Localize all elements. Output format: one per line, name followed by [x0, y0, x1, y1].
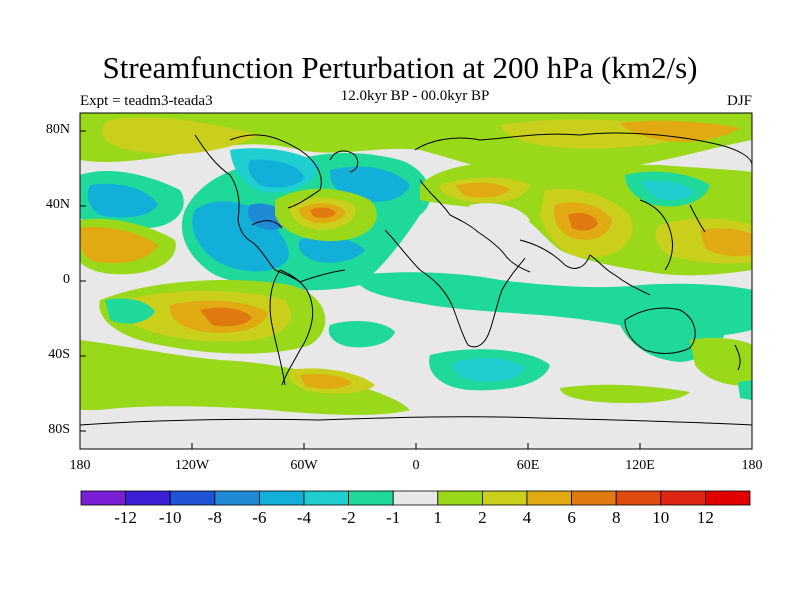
contour-region [455, 182, 510, 198]
colorbar [80, 490, 751, 506]
plot-subtitle: 12.0kyr BP - 00.0kyr BP [340, 88, 490, 104]
experiment-label: Expt = teadm3-teada3 [80, 93, 213, 109]
lat-tick-label: 40S [48, 347, 70, 362]
coast-mediterranean [419, 179, 531, 273]
contour-region [87, 183, 158, 218]
lon-tick-label: 120W [174, 458, 210, 473]
plot-title: Streamfunction Perturbation at 200 hPa (… [102, 50, 698, 85]
contour-region [300, 373, 352, 389]
colorbar-swatch [392, 490, 439, 506]
lon-tick-label: 60E [516, 458, 540, 473]
contour-region [568, 212, 598, 231]
lon-tick-label: 120E [625, 458, 655, 473]
colorbar-label: -10 [158, 508, 182, 527]
coast-antarctica [80, 416, 752, 426]
colorbar-swatch [437, 490, 483, 506]
axis-ticks [80, 130, 641, 449]
coast-south-asia [519, 239, 651, 296]
coast-south-america-west [269, 269, 286, 386]
colorbar-label: 6 [567, 508, 576, 527]
lon-tick-label: 180 [69, 458, 91, 473]
contour-field [80, 113, 752, 449]
contour-region [700, 228, 752, 257]
lon-tick-label: 60W [290, 458, 318, 473]
contour-region [453, 358, 525, 382]
coast-eurasia-north [414, 132, 752, 166]
lat-tick-label: 80S [48, 422, 70, 437]
colorbar-label: -6 [252, 508, 267, 527]
contour-region [80, 340, 410, 415]
contour-region [690, 337, 752, 386]
colorbar-swatch [348, 490, 394, 506]
contour-region [640, 180, 695, 200]
colorbar-swatch [526, 490, 572, 506]
coast-greenland [329, 150, 359, 173]
contour-region [101, 117, 260, 155]
lat-tick-label: 40N [45, 197, 70, 212]
colorbar-label: 4 [522, 508, 532, 527]
coast-new-zealand [734, 344, 741, 371]
coast-south-america [279, 269, 314, 386]
coastlines [80, 132, 752, 426]
lon-tick-label: 0 [412, 458, 420, 473]
colorbar-label: -8 [207, 508, 222, 527]
colorbar-swatch [660, 490, 706, 506]
contour-region [200, 307, 252, 327]
colorbar-swatch [481, 490, 528, 506]
contour-region [80, 226, 158, 264]
colorbar-swatch [258, 490, 305, 506]
contour-region [105, 298, 155, 324]
contour-region [620, 120, 740, 142]
contour-region [560, 384, 690, 404]
colorbar-swatch [571, 490, 617, 506]
lat-tick-label: 80N [45, 122, 70, 137]
contour-region [310, 207, 336, 218]
colorbar-swatch [214, 490, 260, 506]
coast-east-asia [639, 199, 706, 271]
colorbar-label: 1 [433, 508, 443, 527]
coast-north-america-east [229, 134, 322, 229]
contour-region [328, 320, 395, 348]
contour-region [468, 203, 530, 233]
colorbar-swatch [80, 490, 126, 506]
colorbar-swatch [125, 490, 171, 506]
colorbar-swatch [705, 490, 751, 506]
colorbar-swatch [303, 490, 349, 506]
colorbar-label: -2 [341, 508, 356, 527]
colorbar-label: -12 [114, 508, 137, 527]
colorbar-label: -4 [296, 508, 312, 527]
coast-australia [624, 307, 696, 354]
colorbar-label: 8 [611, 508, 621, 527]
coast-north-america [194, 134, 346, 283]
season-label: DJF [726, 93, 752, 109]
coast-africa [384, 229, 526, 348]
contour-region [248, 159, 305, 188]
colorbar-label: 12 [696, 508, 714, 527]
colorbar-label: 2 [478, 508, 487, 527]
lat-tick-label: 0 [63, 272, 70, 287]
colorbar-swatch [615, 490, 662, 506]
colorbar-label: 10 [652, 508, 670, 527]
lon-tick-label: 180 [741, 458, 763, 473]
contour-region [298, 235, 365, 263]
colorbar-label: -1 [386, 508, 401, 527]
colorbar-swatch [169, 490, 216, 506]
contour-region [738, 380, 752, 400]
